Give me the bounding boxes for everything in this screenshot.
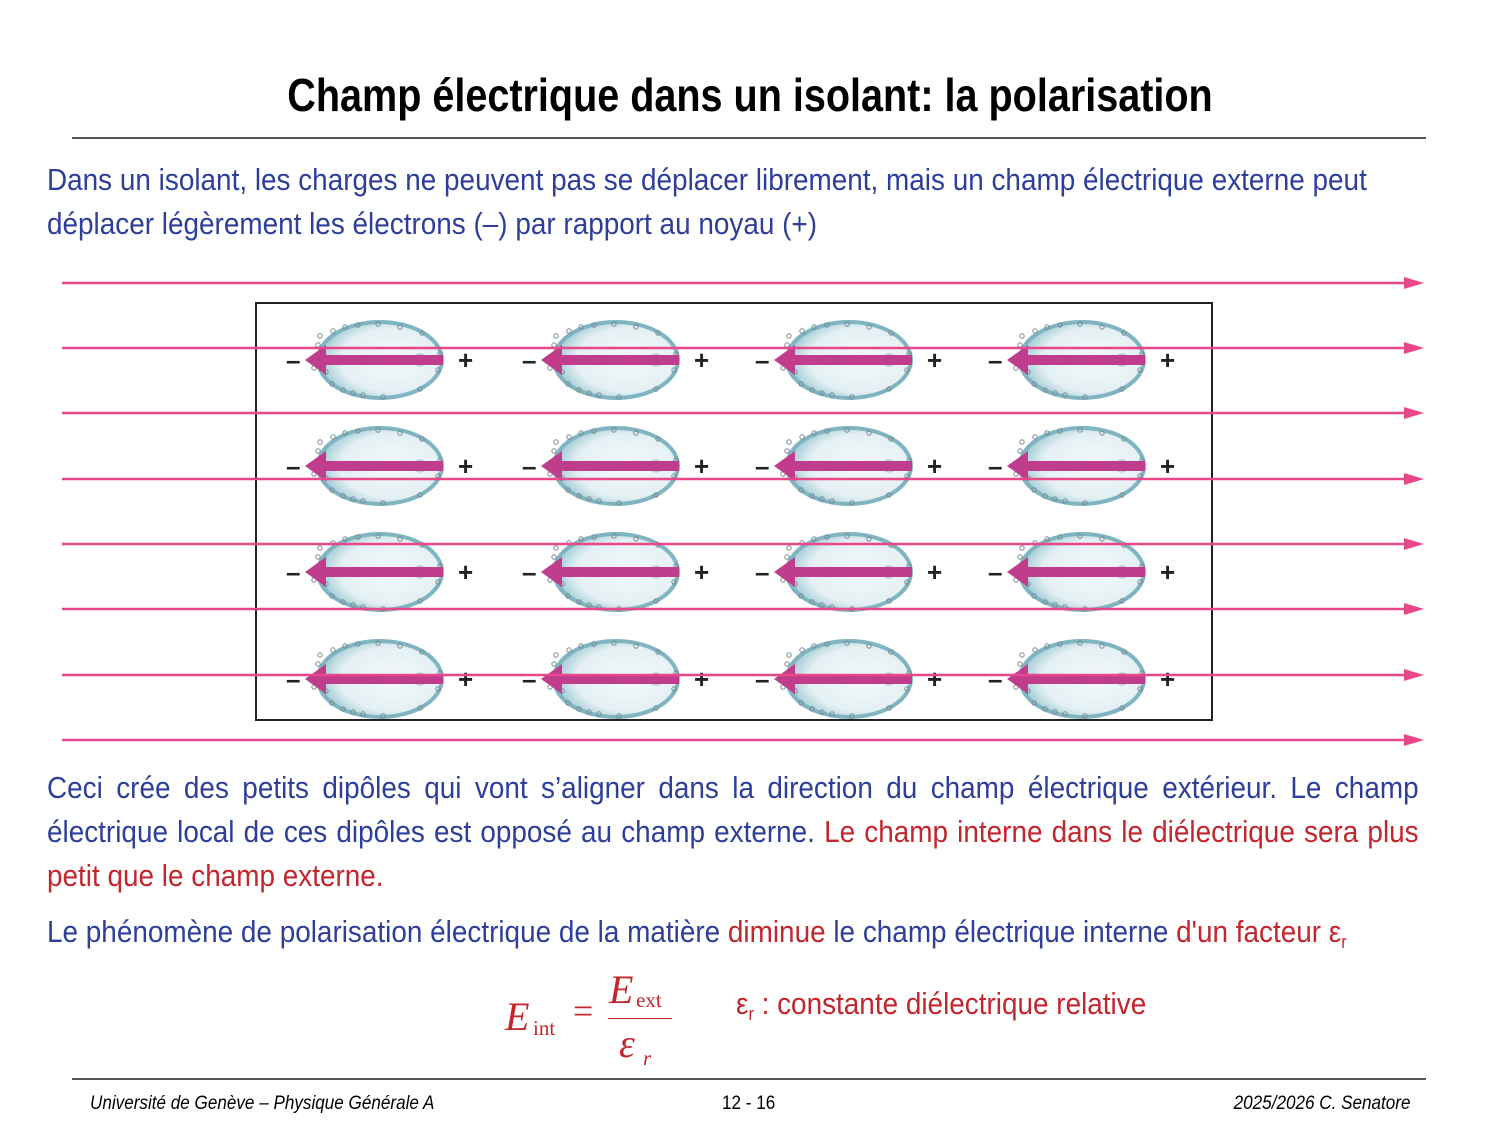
field-arrowhead-icon [1404,277,1424,289]
dipole: – + [755,532,942,612]
dipole: – + [988,426,1175,506]
factor-paragraph: Le phénomène de polarisation électrique … [47,910,1500,964]
minus-sign: – [522,345,536,375]
minus-sign: – [286,664,300,694]
epsilon-definition-text: : constante diélectrique relative [753,986,1147,1021]
epsilon-definition: εr : constante diélectrique relative [736,986,1146,1025]
dipole: – + [988,320,1175,400]
plus-sign: + [1160,451,1175,481]
minus-sign: – [522,557,536,587]
formula-equals: = [573,991,594,1031]
dipole: – + [988,639,1175,719]
plus-sign: + [694,557,709,587]
plus-sign: + [1160,345,1175,375]
formula-lhs-sub: int [533,1016,556,1040]
factor-text-epsilon-sub: r [1341,932,1347,952]
minus-sign: – [286,345,300,375]
minus-sign: – [522,664,536,694]
minus-sign: – [988,345,1002,375]
footer-institution: Université de Genève – Physique Générale… [90,1093,435,1114]
dipole: – + [522,639,709,719]
field-arrowhead-icon [1404,538,1424,550]
plus-sign: + [927,557,942,587]
dipole: – + [286,320,473,400]
dipole: – + [522,532,709,612]
field-arrowhead-icon [1404,734,1424,746]
factor-text-1: Le phénomène de polarisation électrique … [47,914,728,949]
minus-sign: – [988,664,1002,694]
field-arrowhead-icon [1404,342,1424,354]
slide-title: Champ électrique dans un isolant: la pol… [287,69,1213,121]
minus-sign: – [988,557,1002,587]
dipole: – + [755,639,942,719]
plus-sign: + [927,345,942,375]
formula-denominator-sub: r [643,1046,652,1070]
dipole-text-red: Le champ interne dans le diélectrique se… [47,814,1419,893]
dipole: – + [286,532,473,612]
footer-page-number: 12 - 16 [722,1093,776,1114]
polarization-diagram: – + – + – + – +– + – + – + – +– + – + – + – +– + – + – + – + [62,277,1424,746]
minus-sign: – [522,451,536,481]
field-arrowhead-icon [1404,669,1424,681]
plus-sign: + [927,664,942,694]
intro-paragraph: Dans un isolant, les charges ne peuvent … [47,162,1367,241]
formula-denominator: ε [619,1021,635,1066]
field-arrowhead-icon [1404,407,1424,419]
formula-numerator-sub: ext [636,988,662,1012]
footer-author: 2025/2026 C. Senatore [1233,1093,1410,1114]
factor-text-2: le champ électrique interne [825,914,1177,949]
minus-sign: – [286,451,300,481]
dipole: – + [755,320,942,400]
dipole-text-blue: Ceci crée des petits dipôles qui vont s’… [47,770,1419,849]
factor-text-diminue: diminue [727,914,826,949]
minus-sign: – [755,345,769,375]
title-divider [72,137,1426,139]
plus-sign: + [458,451,473,481]
field-arrowhead-icon [1404,473,1424,485]
plus-sign: + [458,345,473,375]
dipole: – + [522,426,709,506]
minus-sign: – [755,664,769,694]
footer-divider [72,1078,1426,1080]
dipole: – + [988,532,1175,612]
dipole-grid: – + – + – + – +– + – + – + – +– + – + – + – +– + – + – + – + [286,320,1175,719]
plus-sign: + [1160,664,1175,694]
formula-numerator: E [609,967,634,1012]
plus-sign: + [1160,557,1175,587]
plus-sign: + [694,664,709,694]
epsilon-symbol: ε [736,986,749,1021]
minus-sign: – [755,557,769,587]
minus-sign: – [286,557,300,587]
plus-sign: + [694,451,709,481]
dipole: – + [286,639,473,719]
plus-sign: + [927,451,942,481]
plus-sign: + [458,557,473,587]
external-field-lines [62,277,1424,746]
dipole: – + [286,426,473,506]
plus-sign: + [694,345,709,375]
field-arrowhead-icon [1404,603,1424,615]
dipole: – + [755,426,942,506]
epsilon-sub: r [748,1004,754,1024]
fraction-bar [608,1018,672,1019]
minus-sign: – [988,451,1002,481]
minus-sign: – [755,451,769,481]
formula-lhs: E [505,994,530,1039]
dielectric-slab [255,302,1213,721]
factor-text-epsilon: d'un facteur ε [1176,914,1342,949]
plus-sign: + [458,664,473,694]
dipole-paragraph: Ceci crée des petits dipôles qui vont s’… [47,766,1419,898]
dipole: – + [522,320,709,400]
